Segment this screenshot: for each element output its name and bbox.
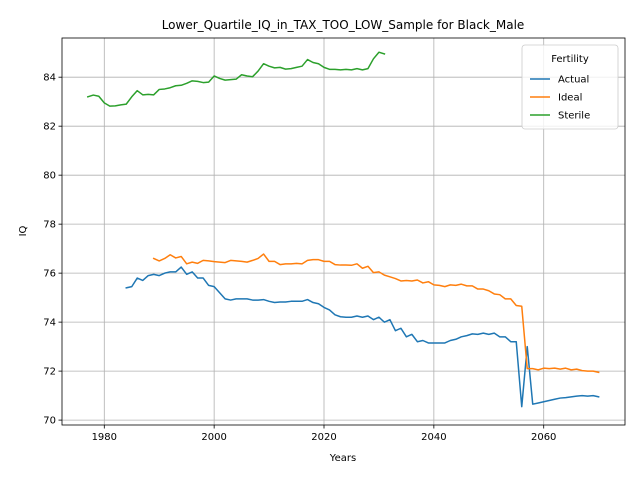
legend-entries: Actual Ideal Sterile — [530, 75, 590, 122]
legend: Fertility Actual Ideal Sterile — [521, 44, 619, 130]
x-tick-label: 2020 — [311, 432, 336, 443]
series-line-ideal — [152, 253, 600, 374]
series-line-sterile — [86, 51, 386, 107]
legend-label-ideal: Ideal — [558, 93, 582, 104]
y-tick-label: 82 — [43, 122, 56, 133]
x-tick-label: 1980 — [92, 432, 117, 443]
y-tick-label: 72 — [43, 367, 56, 378]
x-tick-label: 2000 — [201, 432, 226, 443]
series-lines — [86, 51, 600, 408]
y-tick-label: 78 — [43, 220, 56, 231]
y-tick-label: 76 — [43, 269, 56, 280]
y-axis-label: IQ — [18, 225, 29, 236]
x-tick-label: 2060 — [531, 432, 556, 443]
y-tick-label: 84 — [43, 73, 56, 84]
x-tick-label: 2040 — [421, 432, 446, 443]
legend-label-sterile: Sterile — [558, 111, 590, 122]
axis-ticks: 1980 2000 2020 2040 2060 70 72 74 76 78 80 82 84 — [43, 73, 556, 443]
legend-box — [521, 44, 619, 130]
plot-frame — [61, 37, 626, 426]
series-line-actual — [125, 266, 600, 408]
y-tick-label: 74 — [43, 318, 56, 329]
grid — [62, 38, 625, 425]
y-tick-label: 80 — [43, 171, 56, 182]
y-tick-label: 70 — [43, 416, 56, 427]
legend-title: Fertility — [551, 54, 589, 65]
legend-label-actual: Actual — [558, 75, 589, 86]
x-axis-label: Years — [329, 453, 356, 464]
chart-title: Lower_Quartile_IQ_in_TAX_TOO_LOW_Sample … — [162, 18, 525, 32]
